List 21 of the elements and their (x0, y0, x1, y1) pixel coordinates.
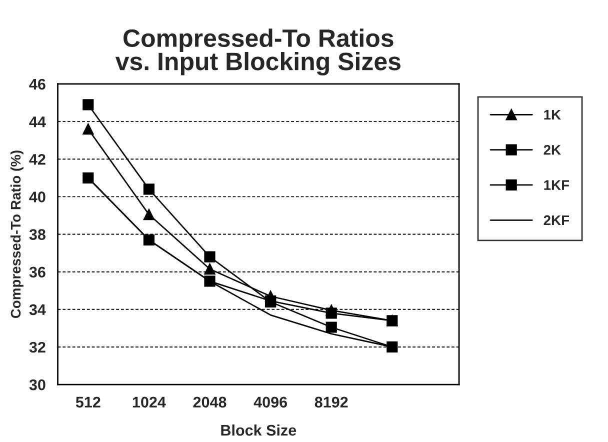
x-tick-label: 1024 (132, 396, 166, 408)
y-tick-label: 30 (29, 379, 46, 390)
y-tick-label: 42 (29, 154, 46, 165)
legend-label: 1K (544, 110, 561, 120)
y-tick-label: 46 (29, 78, 46, 90)
legend-label: 2K (544, 144, 561, 155)
y-axis-title: Compressed-To Ratio (%) (10, 150, 24, 318)
x-tick-label: 2048 (193, 396, 226, 408)
y-tick-label: 44 (29, 116, 46, 128)
y-tick-label: 40 (29, 192, 46, 202)
x-tick-label: 8192 (314, 396, 348, 408)
legend-label: 2KF (544, 215, 570, 226)
y-tick-label: 38 (29, 229, 46, 240)
chart-title: Compressed-To Ratios vs. Input Blocking Sizes (115, 28, 400, 76)
x-tick-label: 4096 (254, 396, 288, 408)
legend-label: 1KF (544, 180, 570, 190)
y-tick-label: 36 (29, 266, 46, 278)
y-tick-label: 34 (29, 304, 46, 316)
x-tick-label: 512 (76, 396, 100, 408)
y-tick-label: 32 (29, 342, 46, 353)
x-axis-title: Block Size (221, 424, 296, 436)
